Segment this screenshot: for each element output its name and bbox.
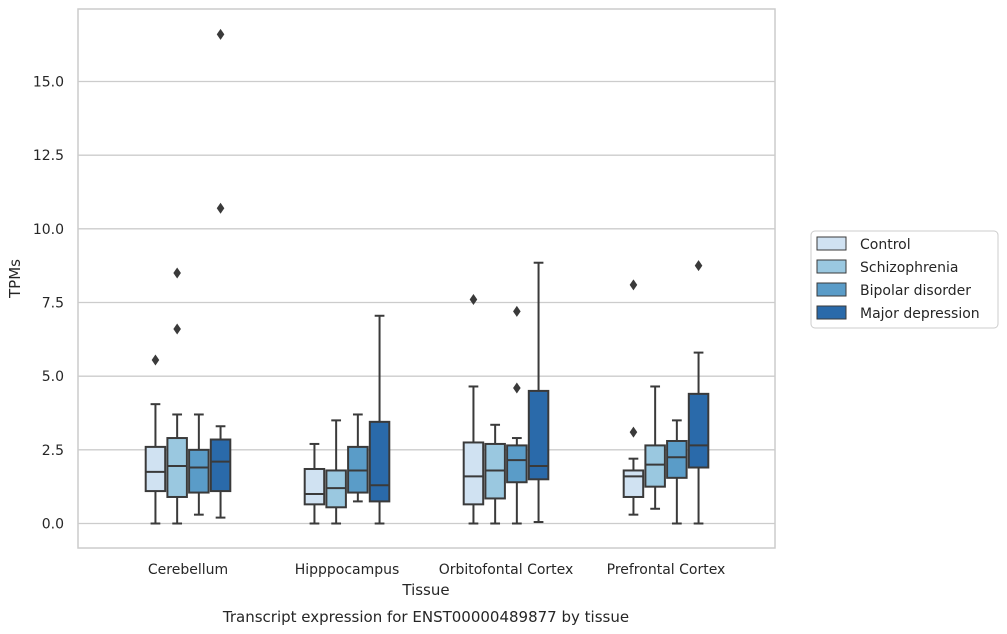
x-tick-label: Hipppocampus — [295, 562, 400, 578]
outlier-point — [216, 28, 225, 40]
box-bipolar-disorder-hipppocampus — [347, 413, 369, 503]
chart-caption: Transcript expression for ENST0000048987… — [222, 608, 629, 626]
legend-item-major-depression[interactable]: Major depression — [816, 305, 980, 322]
legend-item-bipolar-disorder[interactable]: Bipolar disorder — [816, 282, 971, 299]
x-tick-label: Cerebellum — [148, 562, 228, 578]
y-tick-label: 12.5 — [33, 148, 64, 164]
box-iqr — [644, 444, 666, 488]
outlier-point — [513, 382, 521, 394]
legend-label: Control — [860, 237, 911, 253]
box-iqr — [368, 420, 391, 503]
legend-swatch — [816, 282, 847, 297]
box-iqr — [527, 389, 550, 481]
legend-label: Schizophrenia — [860, 260, 958, 276]
legend-swatch — [816, 305, 847, 320]
box-iqr — [462, 441, 485, 506]
box-iqr — [506, 444, 528, 484]
y-tick-label: 10.0 — [33, 222, 64, 238]
legend-label: Bipolar disorder — [860, 283, 971, 299]
x-tick-label: Orbitofontal Cortex — [439, 562, 574, 578]
y-tick-labels: 0.0 2.5 5.0 7.5 10.0 12.5 15.0 — [33, 75, 64, 533]
x-tick-label: Prefrontal Cortex — [607, 562, 726, 578]
plot-frame — [77, 8, 776, 549]
box-bipolar-disorder-cerebellum — [188, 413, 210, 516]
outlier-point — [694, 260, 703, 272]
box-control-orbitofontal-cortex — [462, 294, 485, 525]
y-tick-label: 15.0 — [33, 75, 64, 91]
box-iqr — [144, 445, 167, 493]
legend-item-control[interactable]: Control — [816, 236, 911, 253]
box-iqr — [166, 437, 188, 498]
outlier-point — [173, 323, 181, 335]
box-iqr — [303, 467, 326, 506]
box-control-cerebellum — [144, 354, 167, 525]
box-iqr — [622, 469, 645, 498]
legend-box — [810, 230, 999, 329]
box-bipolar-disorder-prefrontal-cortex — [666, 419, 688, 525]
outlier-point — [629, 279, 638, 291]
box-iqr — [666, 439, 688, 479]
box-control-hipppocampus — [303, 442, 326, 525]
outlier-point — [469, 294, 478, 306]
y-tick-label: 0.0 — [42, 517, 64, 533]
box-schizophrenia-cerebellum — [166, 267, 188, 525]
box-major-depression-prefrontal-cortex — [687, 260, 710, 525]
box-iqr — [188, 448, 210, 494]
box-major-depression-orbitofontal-cortex — [527, 261, 550, 524]
box-schizophrenia-orbitofontal-cortex — [484, 423, 506, 525]
legend[interactable]: Control Schizophrenia Bipolar disorder Majo… — [810, 230, 999, 329]
outlier-point — [629, 426, 638, 438]
legend-item-schizophrenia[interactable]: Schizophrenia — [816, 259, 958, 276]
x-axis-label: Tissue — [401, 581, 449, 599]
legend-swatch — [816, 259, 847, 274]
legend-swatch — [816, 236, 847, 251]
y-axis-label: TPMs — [6, 259, 24, 299]
y-tick-label: 7.5 — [42, 296, 64, 312]
legend-label: Major depression — [860, 306, 980, 322]
outlier-point — [173, 267, 181, 279]
box-schizophrenia-hipppocampus — [325, 419, 347, 525]
y-tick-label: 2.5 — [42, 443, 64, 459]
box-control-prefrontal-cortex — [622, 279, 645, 516]
box-major-depression-cerebellum — [209, 28, 232, 519]
outlier-point — [151, 354, 160, 366]
box-bipolar-disorder-orbitofontal-cortex — [506, 305, 528, 525]
box-iqr — [687, 392, 710, 469]
outlier-point — [216, 202, 225, 214]
box-schizophrenia-prefrontal-cortex — [644, 385, 666, 510]
box-groups — [144, 28, 710, 525]
outlier-point — [513, 305, 521, 317]
x-tick-labels: Cerebellum Hipppocampus Orbitofontal Corte… — [148, 562, 725, 578]
y-tick-label: 5.0 — [42, 369, 64, 385]
box-major-depression-hipppocampus — [368, 314, 391, 525]
box-iqr — [209, 438, 232, 493]
